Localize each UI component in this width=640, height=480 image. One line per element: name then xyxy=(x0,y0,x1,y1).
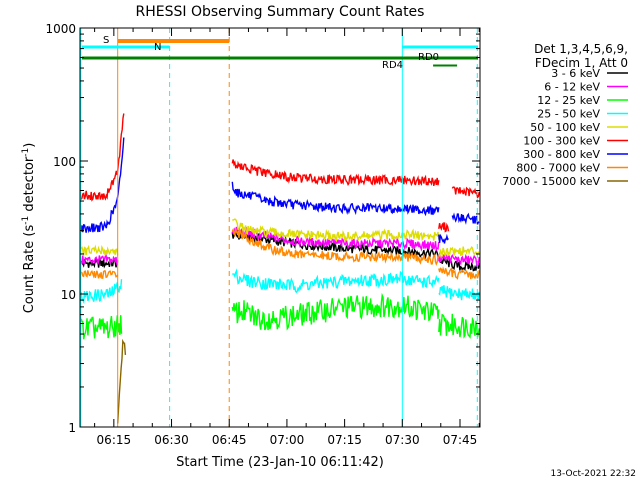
legend-label: 12 - 25 keV xyxy=(537,94,600,107)
y-tick-label: 100 xyxy=(53,155,76,169)
y-tick-label: 10 xyxy=(61,288,76,302)
annotation-label: S xyxy=(103,35,109,46)
y-tick-label: 1000 xyxy=(45,22,76,36)
series-line xyxy=(438,221,450,233)
night-bar xyxy=(402,45,478,49)
series-line xyxy=(451,186,480,199)
series-line xyxy=(438,233,449,244)
series-line xyxy=(438,266,480,280)
y-axis-label-sup1: -1 xyxy=(21,216,31,225)
legend-header-2: FDecim 1, Att 0 xyxy=(535,56,628,70)
series-line xyxy=(231,292,440,331)
y-axis-label-mid: detector xyxy=(22,156,37,216)
x-tick-label: 06:45 xyxy=(212,433,247,447)
x-tick-label: 07:45 xyxy=(443,433,478,447)
x-axis: 06:15 06:30 06:45 07:00 07:15 07:30 07:45 xyxy=(94,28,480,447)
annotation-label: RD0 xyxy=(418,52,439,63)
series-line xyxy=(80,113,125,202)
series-line xyxy=(231,159,440,187)
annotation-label: N xyxy=(154,42,161,53)
y-axis-label: Count Rate (s-1 detector-1) xyxy=(21,143,37,314)
series-line xyxy=(232,218,440,243)
legend-label: 300 - 800 keV xyxy=(523,148,600,161)
legend-label: 100 - 300 keV xyxy=(523,135,600,148)
series-line xyxy=(231,227,440,266)
y-axis: 1000 100 10 1 xyxy=(45,22,480,435)
series-layer xyxy=(80,113,480,424)
legend-label: 3 - 6 keV xyxy=(551,67,600,80)
legend-label: 800 - 7000 keV xyxy=(516,162,600,175)
legend-label: 50 - 100 keV xyxy=(530,121,600,134)
series-line xyxy=(80,279,123,305)
x-axis-label: Start Time (23-Jan-10 06:11:42) xyxy=(176,455,384,470)
series-line xyxy=(80,244,119,256)
legend-header-1: Det 1,3,4,5,6,9, xyxy=(534,42,628,56)
night-bar xyxy=(82,45,170,49)
series-line xyxy=(438,285,480,301)
series-line xyxy=(231,181,440,217)
annotation-layer: S N RD0 RD4 xyxy=(80,28,478,427)
rd4-bar xyxy=(433,64,458,67)
legend-label: 7000 - 15000 keV xyxy=(502,175,600,188)
y-tick-label: 1 xyxy=(68,421,76,435)
series-line xyxy=(80,270,119,279)
series-line xyxy=(438,246,480,258)
series-line xyxy=(80,254,119,266)
series-line xyxy=(438,252,480,268)
x-tick-label: 06:30 xyxy=(154,433,189,447)
data-bar xyxy=(82,56,478,60)
series-line xyxy=(80,315,123,340)
y-axis-label-end: ) xyxy=(22,143,37,148)
legend: Det 1,3,4,5,6,9, FDecim 1, Att 0 3 - 6 k… xyxy=(502,42,628,188)
x-tick-label: 07:15 xyxy=(327,433,362,447)
series-line xyxy=(451,212,480,225)
plot-frame xyxy=(79,27,481,428)
y-axis-label-main: Count Rate (s xyxy=(22,225,37,314)
x-tick-label: 06:15 xyxy=(97,433,132,447)
annotation-label: RD4 xyxy=(382,60,403,71)
series-line xyxy=(232,268,440,294)
x-tick-label: 07:00 xyxy=(270,433,305,447)
series-line xyxy=(117,338,127,424)
timestamp: 13-Oct-2021 22:32 xyxy=(551,469,636,479)
series-line xyxy=(438,313,480,339)
series-line xyxy=(438,255,480,273)
y-axis-label-sup2: -1 xyxy=(21,148,31,157)
saa-bar xyxy=(117,39,230,43)
series-line xyxy=(80,137,125,234)
chart-title: RHESSI Observing Summary Count Rates xyxy=(136,4,425,20)
legend-label: 25 - 50 keV xyxy=(537,108,600,121)
series-line xyxy=(80,258,119,269)
legend-label: 6 - 12 keV xyxy=(544,81,600,94)
x-tick-label: 07:30 xyxy=(385,433,420,447)
